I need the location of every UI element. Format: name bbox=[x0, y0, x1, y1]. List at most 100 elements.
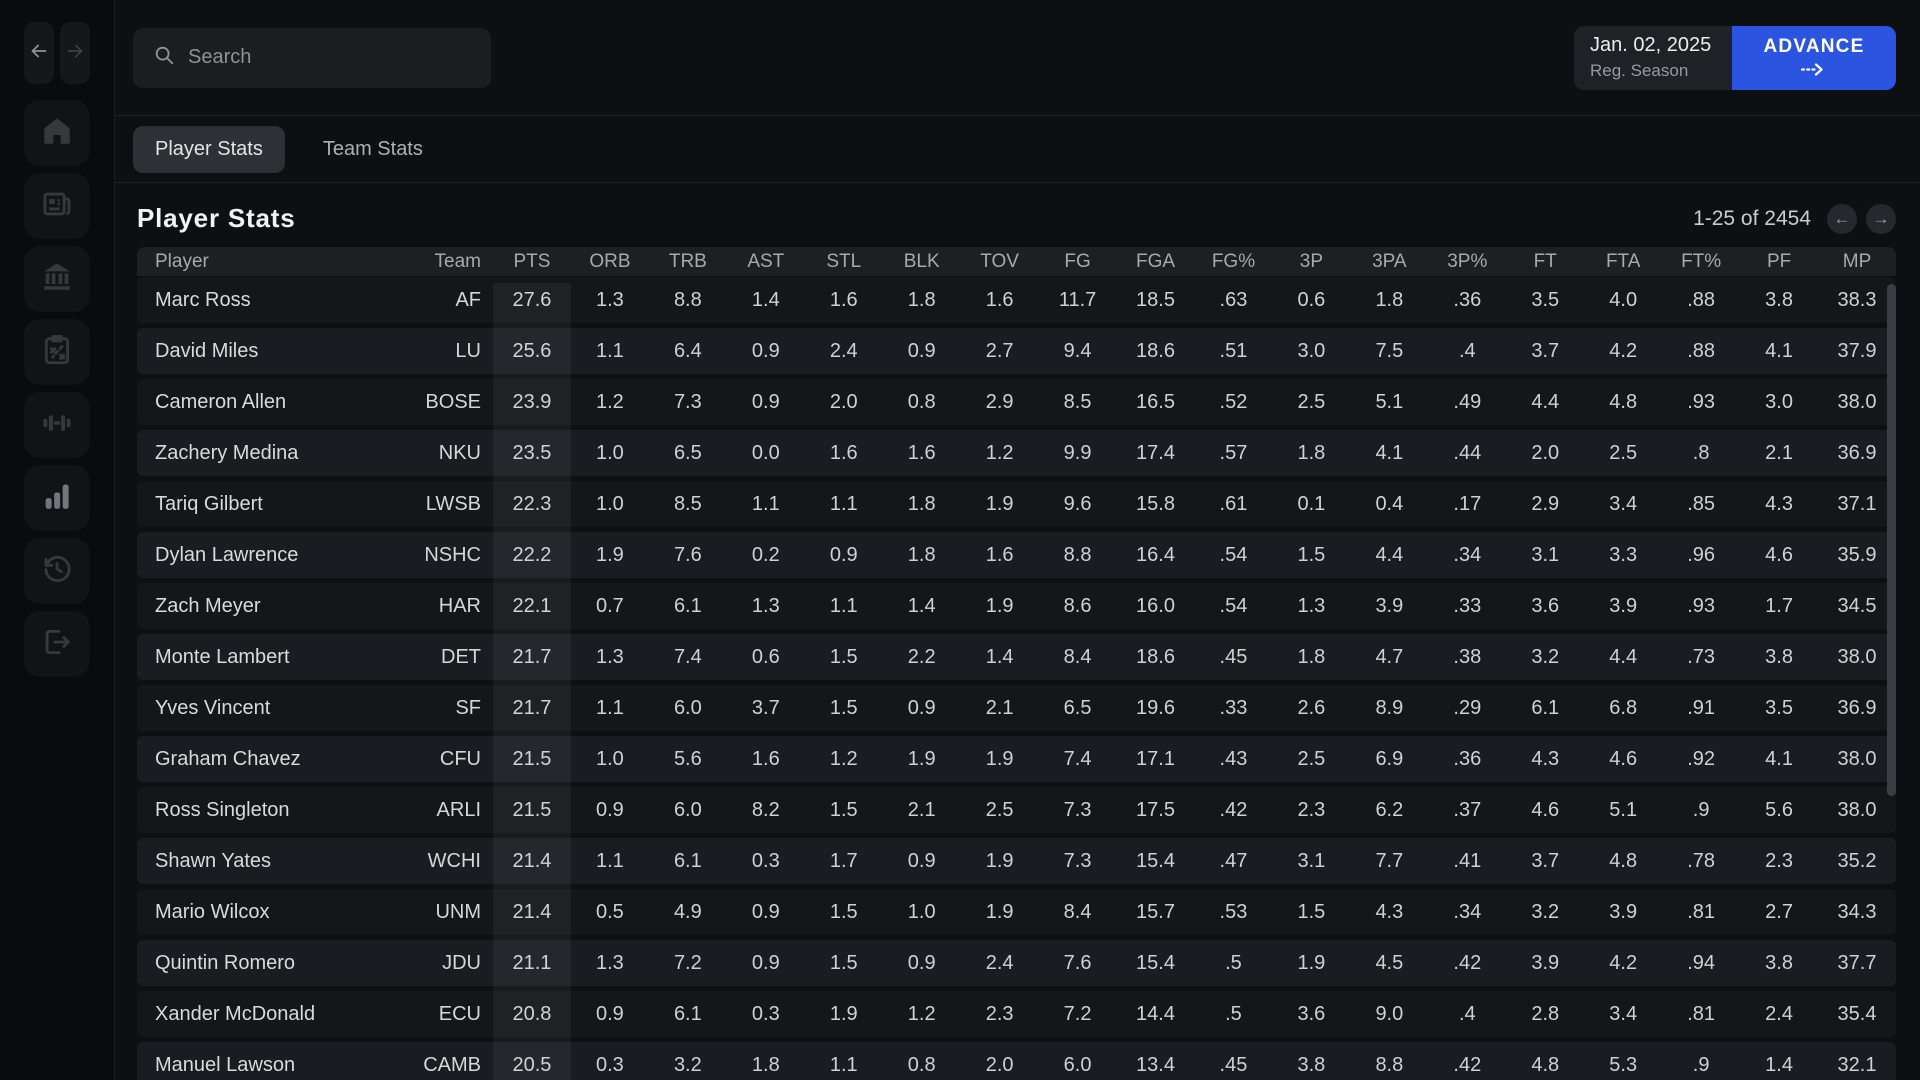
player-name-cell[interactable]: Quintin Romero bbox=[155, 951, 296, 974]
stat-cell: 18.6 bbox=[1136, 645, 1175, 668]
vertical-scrollbar[interactable] bbox=[1887, 284, 1896, 796]
player-name-cell[interactable]: Manuel Lawson bbox=[155, 1053, 296, 1076]
page-title: Player Stats bbox=[137, 203, 296, 233]
table-row[interactable]: Shawn Yates WCHI 21.4 1.1 6.1 0.3 1.7 0.9 1.9 7.3… bbox=[137, 838, 1896, 884]
column-header-fg[interactable]: FG% bbox=[1211, 250, 1256, 272]
stat-cell: .36 bbox=[1453, 288, 1482, 311]
stat-cell: 8.4 bbox=[1063, 645, 1092, 668]
column-header-fta[interactable]: FTA bbox=[1605, 250, 1641, 272]
player-name-cell[interactable]: Xander McDonald bbox=[155, 1002, 316, 1025]
table-row[interactable]: Quintin Romero JDU 21.1 1.3 7.2 0.9 1.5 0.9 2.4 7… bbox=[137, 940, 1896, 986]
sidebar-item-stats[interactable] bbox=[24, 465, 90, 531]
stat-cell: 8.8 bbox=[673, 288, 702, 311]
stat-cell: .57 bbox=[1219, 441, 1248, 464]
stat-cell: 8.2 bbox=[751, 798, 780, 821]
sidebar-item-league[interactable] bbox=[24, 246, 90, 312]
column-header-3p[interactable]: 3P bbox=[1299, 250, 1324, 272]
column-header-tov[interactable]: TOV bbox=[980, 250, 1019, 272]
column-header-mp[interactable]: MP bbox=[1842, 250, 1872, 272]
column-header-team[interactable]: Team bbox=[434, 250, 481, 272]
stat-cell: 21.7 bbox=[512, 696, 552, 719]
table-row[interactable]: Cameron Allen BOSE 23.9 1.2 7.3 0.9 2.0 0.8 2.9 8… bbox=[137, 379, 1896, 425]
content-header: Player Stats 1-25 of 2454 ← → bbox=[115, 183, 1920, 240]
column-header-3pa[interactable]: 3PA bbox=[1372, 250, 1407, 272]
column-header-orb[interactable]: ORB bbox=[589, 250, 631, 272]
player-name-cell[interactable]: David Miles bbox=[155, 339, 259, 362]
tab-player-stats[interactable]: Player Stats bbox=[133, 125, 285, 173]
table-row[interactable]: David Miles LU 25.6 1.1 6.4 0.9 2.4 0.9 2.7 9.4 18… bbox=[137, 328, 1896, 374]
column-header-stl[interactable]: STL bbox=[826, 250, 862, 272]
player-name-cell[interactable]: Marc Ross bbox=[155, 288, 251, 311]
search-box[interactable] bbox=[133, 27, 491, 88]
table-row[interactable]: Graham Chavez CFU 21.5 1.0 5.6 1.6 1.2 1.9 1.9 7.… bbox=[137, 736, 1896, 782]
player-name-cell[interactable]: Yves Vincent bbox=[155, 696, 271, 719]
table-row[interactable]: Marc Ross AF 27.6 1.3 8.8 1.4 1.6 1.8 1.6 11.7 18.… bbox=[137, 277, 1896, 323]
stat-cell: .33 bbox=[1219, 696, 1248, 719]
sidebar-item-playbook[interactable] bbox=[24, 319, 90, 385]
sidebar-item-exit[interactable] bbox=[24, 611, 90, 677]
player-name-cell[interactable]: Tariq Gilbert bbox=[155, 492, 263, 515]
back-button[interactable] bbox=[24, 22, 54, 84]
table-row[interactable]: Mario Wilcox UNM 21.4 0.5 4.9 0.9 1.5 1.0 1.9 8.4… bbox=[137, 889, 1896, 935]
sidebar-item-history[interactable] bbox=[24, 538, 90, 604]
stat-cell: 1.5 bbox=[829, 951, 858, 974]
player-name-cell[interactable]: Zachery Medina bbox=[155, 441, 299, 464]
table-row[interactable]: Manuel Lawson CAMB 20.5 0.3 3.2 1.8 1.1 0.8 2.0 6… bbox=[137, 1042, 1896, 1080]
column-header-ft[interactable]: FT% bbox=[1681, 250, 1722, 272]
stat-cell: 1.1 bbox=[829, 492, 858, 515]
column-header-fg[interactable]: FG bbox=[1064, 250, 1091, 272]
stat-cell: 1.8 bbox=[907, 543, 936, 566]
table-row[interactable]: Zachery Medina NKU 23.5 1.0 6.5 0.0 1.6 1.6 1.2 9… bbox=[137, 430, 1896, 476]
player-name-cell[interactable]: Graham Chavez bbox=[155, 747, 301, 770]
player-name-cell[interactable]: Zach Meyer bbox=[155, 594, 261, 617]
sidebar-item-training[interactable] bbox=[24, 392, 90, 458]
stat-cell: 0.6 bbox=[751, 645, 780, 668]
stat-cell: 8.9 bbox=[1375, 696, 1404, 719]
stat-cell: .43 bbox=[1219, 747, 1248, 770]
sidebar-item-home[interactable] bbox=[24, 100, 90, 166]
column-header-player[interactable]: Player bbox=[155, 250, 209, 272]
table-row[interactable]: Tariq Gilbert LWSB 22.3 1.0 8.5 1.1 1.1 1.8 1.9 9… bbox=[137, 481, 1896, 527]
stat-cell: 0.3 bbox=[596, 1053, 624, 1076]
table-row[interactable]: Monte Lambert DET 21.7 1.3 7.4 0.6 1.5 2.2 1.4 8.… bbox=[137, 634, 1896, 680]
advance-button[interactable]: ADVANCE bbox=[1732, 25, 1896, 90]
stat-cell: 18.5 bbox=[1136, 288, 1175, 311]
playbook-icon bbox=[40, 333, 74, 372]
forward-button[interactable] bbox=[60, 22, 90, 84]
sidebar-item-news[interactable] bbox=[24, 173, 90, 239]
tab-team-stats[interactable]: Team Stats bbox=[322, 137, 423, 160]
table-row[interactable]: Dylan Lawrence NSHC 22.2 1.9 7.6 0.2 0.9 1.8 1.6… bbox=[137, 532, 1896, 578]
stat-cell: .33 bbox=[1453, 594, 1482, 617]
pagination-next-button[interactable]: → bbox=[1866, 203, 1896, 234]
table-row[interactable]: Xander McDonald ECU 20.8 0.9 6.1 0.3 1.9 1.2 2.3… bbox=[137, 991, 1896, 1037]
stat-cell: 9.6 bbox=[1063, 492, 1092, 515]
player-name-cell[interactable]: Shawn Yates bbox=[155, 849, 272, 872]
table-row[interactable]: Yves Vincent SF 21.7 1.1 6.0 3.7 1.5 0.9 2.1 6.5 1… bbox=[137, 685, 1896, 731]
search-input[interactable] bbox=[188, 46, 458, 69]
column-header-ft[interactable]: FT bbox=[1533, 250, 1557, 272]
player-name-cell[interactable]: Mario Wilcox bbox=[155, 900, 270, 923]
player-name-cell[interactable]: Dylan Lawrence bbox=[155, 543, 299, 566]
stat-cell: 1.1 bbox=[596, 696, 624, 719]
player-name-cell[interactable]: Monte Lambert bbox=[155, 645, 290, 668]
stat-cell: 4.3 bbox=[1375, 900, 1404, 923]
player-name-cell[interactable]: Cameron Allen bbox=[155, 390, 287, 413]
table-row[interactable]: Zach Meyer HAR 22.1 0.7 6.1 1.3 1.1 1.4 1.9 8.6 16… bbox=[137, 583, 1896, 629]
player-name-cell[interactable]: Ross Singleton bbox=[155, 798, 290, 821]
column-header-3p[interactable]: 3P% bbox=[1447, 250, 1488, 272]
column-header-pf[interactable]: PF bbox=[1766, 250, 1792, 272]
column-header-blk[interactable]: BLK bbox=[903, 250, 940, 272]
table-row[interactable]: Ross Singleton ARLI 21.5 0.9 6.0 8.2 1.5 2.1 2.5… bbox=[137, 787, 1896, 833]
column-header-pts[interactable]: PTS bbox=[513, 250, 551, 272]
column-header-fga[interactable]: FGA bbox=[1135, 250, 1176, 272]
column-header-trb[interactable]: TRB bbox=[668, 250, 707, 272]
stat-cell: 8.5 bbox=[673, 492, 702, 515]
column-header-ast[interactable]: AST bbox=[747, 250, 785, 272]
stat-cell: 6.2 bbox=[1375, 798, 1404, 821]
tabs-bar: Player Stats Team Stats bbox=[115, 116, 1920, 183]
stat-cell: 3.7 bbox=[1531, 849, 1560, 872]
pagination-prev-button[interactable]: ← bbox=[1827, 203, 1857, 234]
stat-cell: 7.3 bbox=[1063, 849, 1092, 872]
stat-cell: .78 bbox=[1687, 849, 1716, 872]
stat-cell: .9 bbox=[1692, 1053, 1710, 1076]
